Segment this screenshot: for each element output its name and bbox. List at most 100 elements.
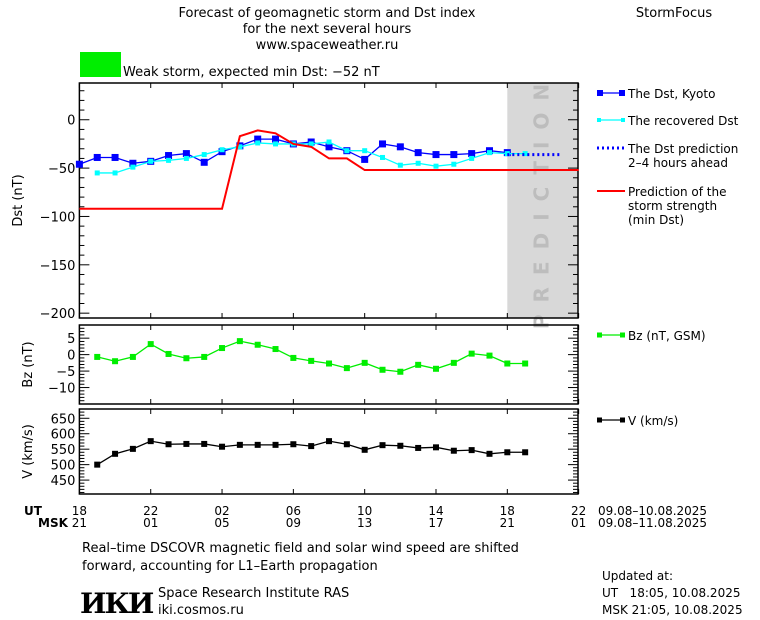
data-point [272,135,280,143]
data-point [183,440,190,447]
institute-website[interactable]: iki.cosmos.ru [158,603,244,618]
data-point [201,353,208,360]
msk-axis-label: MSK [38,516,69,530]
note-line-2: forward, accounting for L1–Earth propaga… [82,559,378,574]
data-point [254,341,261,348]
data-point [166,157,172,163]
data-point [433,444,439,451]
data-point [450,359,457,366]
data-point [201,152,207,158]
legend-marker [597,332,602,338]
data-point [236,441,243,448]
msk-tick-label: 21 [72,516,87,530]
data-point [93,153,101,161]
data-point [450,151,458,159]
data-point [219,345,226,352]
data-point [468,150,476,158]
status-text: Weak storm, expected min Dst: −52 nT [123,65,380,80]
legend-marker [620,417,625,423]
data-point [326,139,332,145]
msk-tick-label: 01 [143,516,158,530]
y-tick-label: 0 [67,349,75,364]
note-line-1: Real–time DSCOVR magnetic field and sola… [82,541,519,556]
data-point [112,450,119,457]
y-tick-label: −200 [40,307,76,322]
y-tick-label: 600 [51,428,76,443]
data-point [111,153,119,161]
data-point [326,438,333,445]
legend-item: Bz (nT, GSM) [597,329,706,343]
data-point [272,346,279,353]
data-point [361,155,369,163]
legend-marker [619,90,625,96]
data-point [450,447,457,454]
data-point [379,140,387,148]
data-point [343,365,350,372]
legend-label: Prediction of the [628,185,727,199]
data-point [308,443,315,450]
legend-marker [597,417,602,423]
brand-name: StormFocus [636,6,712,21]
panel-1: 5 0−5 −10 Bz (nT) [21,324,580,405]
data-point [486,150,492,156]
data-point [486,450,493,457]
data-point [272,441,279,448]
data-point [219,443,226,450]
y-tick-label: 450 [51,474,76,489]
msk-tick-label: 01 [571,516,586,530]
data-point [219,147,225,153]
msk-date-range: 09.08–11.08.2025 [598,516,707,530]
y-axis-label: V (km/s) [21,424,36,479]
prediction-zone [507,83,578,318]
msk-tick-label: 17 [428,516,443,530]
data-point [433,163,439,169]
data-point [148,158,154,164]
data-point [94,353,101,360]
legend-item: The recovered Dst [597,114,739,128]
data-point [361,359,368,366]
data-point [522,151,528,157]
data-point [522,360,529,367]
legend-label: The Dst prediction [627,142,738,156]
data-point [522,449,529,456]
ut-tick-label: 14 [428,504,443,518]
ut-date-range: 09.08–10.08.2025 [598,504,707,518]
legend-label: storm strength [628,199,717,213]
data-point [236,338,243,345]
data-point [361,446,368,453]
y-tick-label: 650 [51,412,76,427]
data-point [380,154,386,160]
data-point [396,143,404,151]
data-point [129,445,136,452]
series-v-km-s- [94,438,529,468]
msk-tick-label: 09 [286,516,301,530]
data-point [433,365,439,372]
data-point [183,355,190,362]
data-point [147,438,154,445]
iki-logo: ИКИ [80,587,154,620]
y-tick-label: 550 [51,443,76,458]
data-point [397,368,404,375]
data-point [130,164,136,170]
legend-item: V (km/s) [597,414,678,428]
ut-tick-label: 22 [571,504,586,518]
ut-tick-label: 22 [143,504,158,518]
data-point [325,143,333,151]
data-point [94,461,101,468]
data-point [469,155,475,161]
data-point [200,158,208,166]
updated-ut: UT 18:05, 10.08.2025 [602,586,740,600]
data-point [468,447,475,454]
legend-label: The recovered Dst [627,114,739,128]
panel-frame [78,82,579,319]
y-tick-label: −10 [48,382,75,397]
data-point [237,144,243,150]
data-point [415,361,422,368]
data-point [290,354,297,361]
data-point [273,141,279,147]
data-point [254,441,261,448]
y-tick-label: −150 [40,259,76,274]
y-axis-label: Bz (nT) [21,341,36,387]
